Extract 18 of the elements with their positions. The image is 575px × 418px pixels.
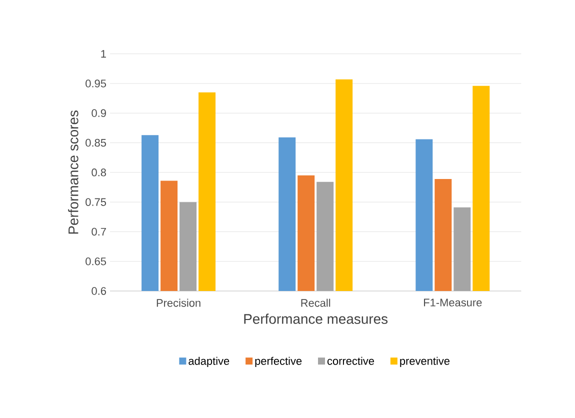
- legend-label: perfective: [255, 356, 302, 368]
- x-axis-title: Performance measures: [244, 314, 388, 324]
- legend-label: adaptive: [188, 356, 230, 368]
- y-tick-label: 0.9: [92, 109, 106, 118]
- y-tick-label: 1: [101, 50, 106, 58]
- y-tick-label: 0.75: [86, 198, 106, 206]
- legend-label: preventive: [400, 356, 450, 368]
- y-tick-label: 0.95: [86, 80, 106, 88]
- y-tick-label: 0.85: [86, 138, 106, 147]
- y-tick-label: 0.8: [92, 168, 106, 176]
- x-tick-label: F1-Measure: [424, 298, 482, 306]
- y-tick-label: 0.6: [92, 287, 106, 295]
- legend-label: corrective: [327, 356, 374, 365]
- y-tick-label: 0.65: [86, 257, 106, 266]
- x-tick-label: Precision: [156, 298, 200, 307]
- y-axis-title: Performance scores: [68, 110, 78, 234]
- y-tick-label: 0.7: [92, 228, 106, 236]
- x-tick-label: Recall: [301, 298, 330, 307]
